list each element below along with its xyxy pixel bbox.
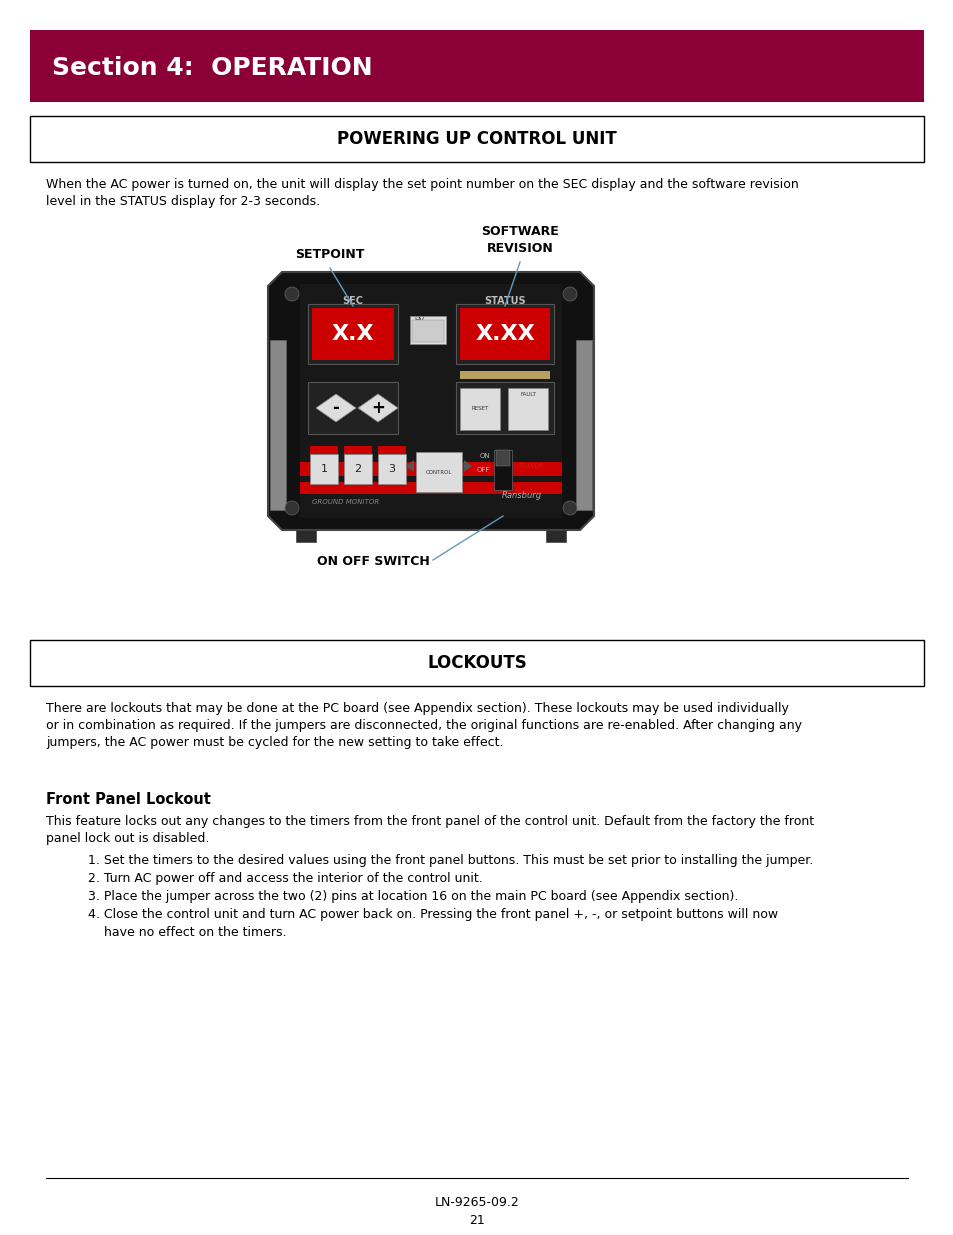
Bar (344, 446, 372, 454)
Bar (308, 304, 397, 364)
Bar (496, 450, 510, 466)
Bar (270, 340, 286, 510)
Bar (344, 454, 372, 484)
Bar (299, 284, 561, 517)
Text: RESET: RESET (471, 406, 488, 411)
Text: HV: HV (414, 317, 423, 324)
Circle shape (562, 501, 577, 515)
Polygon shape (406, 459, 414, 472)
Text: 4. Close the control unit and turn AC power back on. Pressing the front panel +,: 4. Close the control unit and turn AC po… (88, 908, 778, 921)
Text: 2. Turn AC power off and access the interior of the control unit.: 2. Turn AC power off and access the inte… (88, 872, 482, 885)
Bar (30, 116, 923, 162)
Bar (30, 30, 923, 103)
Text: Section 4:  OPERATION: Section 4: OPERATION (52, 56, 373, 80)
Text: FAULT: FAULT (519, 391, 536, 396)
Bar (494, 450, 512, 490)
Circle shape (285, 501, 298, 515)
Text: Front Panel Lockout: Front Panel Lockout (46, 792, 211, 806)
Polygon shape (268, 272, 594, 530)
Bar (459, 370, 550, 379)
Text: OFF: OFF (476, 467, 490, 473)
Text: REVISION: REVISION (486, 242, 553, 254)
Text: 3. Place the jumper across the two (2) pins at location 16 on the main PC board : 3. Place the jumper across the two (2) p… (88, 890, 738, 903)
Polygon shape (357, 394, 397, 422)
Bar (295, 530, 315, 542)
Bar (576, 340, 592, 510)
Text: SOFTWARE: SOFTWARE (480, 225, 558, 238)
Bar (507, 388, 547, 430)
Text: 2: 2 (355, 464, 361, 474)
Bar (312, 308, 394, 359)
Bar (310, 446, 337, 454)
Polygon shape (315, 394, 355, 422)
Circle shape (562, 287, 577, 301)
Bar (456, 382, 554, 433)
Bar (416, 452, 461, 492)
Text: POWER: POWER (517, 463, 543, 469)
Bar (459, 388, 499, 430)
Bar (30, 640, 923, 685)
Text: ON OFF SWITCH: ON OFF SWITCH (316, 555, 429, 568)
Text: +: + (371, 399, 384, 417)
Text: ON: ON (478, 453, 490, 459)
Text: When the AC power is turned on, the unit will display the set point number on th: When the AC power is turned on, the unit… (46, 178, 798, 207)
Text: This feature locks out any changes to the timers from the front panel of the con: This feature locks out any changes to th… (46, 815, 813, 845)
Text: LOCKOUTS: LOCKOUTS (427, 655, 526, 672)
Polygon shape (463, 459, 472, 472)
Bar (310, 454, 337, 484)
Text: X.X: X.X (332, 324, 374, 345)
Bar (308, 382, 397, 433)
Bar (377, 454, 406, 484)
Text: POWERING UP CONTROL UNIT: POWERING UP CONTROL UNIT (336, 130, 617, 148)
Text: 21: 21 (469, 1214, 484, 1228)
Text: SETPOINT: SETPOINT (295, 248, 364, 261)
Text: X.XX: X.XX (475, 324, 535, 345)
Text: SEC: SEC (342, 296, 363, 306)
Circle shape (285, 287, 298, 301)
Text: 1: 1 (320, 464, 327, 474)
Text: 3: 3 (388, 464, 395, 474)
Bar (299, 462, 561, 475)
Text: There are lockouts that may be done at the PC board (see Appendix section). Thes: There are lockouts that may be done at t… (46, 701, 801, 748)
Bar (456, 304, 554, 364)
Bar (545, 530, 565, 542)
Bar (410, 316, 446, 345)
Text: CONTROL: CONTROL (425, 469, 452, 474)
Text: have no effect on the timers.: have no effect on the timers. (88, 926, 286, 939)
Bar (412, 320, 443, 342)
Text: LN-9265-09.2: LN-9265-09.2 (435, 1195, 518, 1209)
Bar (299, 482, 561, 494)
Text: -: - (333, 399, 339, 417)
Text: Ransburg: Ransburg (501, 492, 541, 500)
Text: 1. Set the timers to the desired values using the front panel buttons. This must: 1. Set the timers to the desired values … (88, 853, 812, 867)
Text: GROUND MONITOR: GROUND MONITOR (312, 499, 379, 505)
Text: STATUS: STATUS (484, 296, 525, 306)
Bar (377, 446, 406, 454)
Bar (459, 308, 550, 359)
